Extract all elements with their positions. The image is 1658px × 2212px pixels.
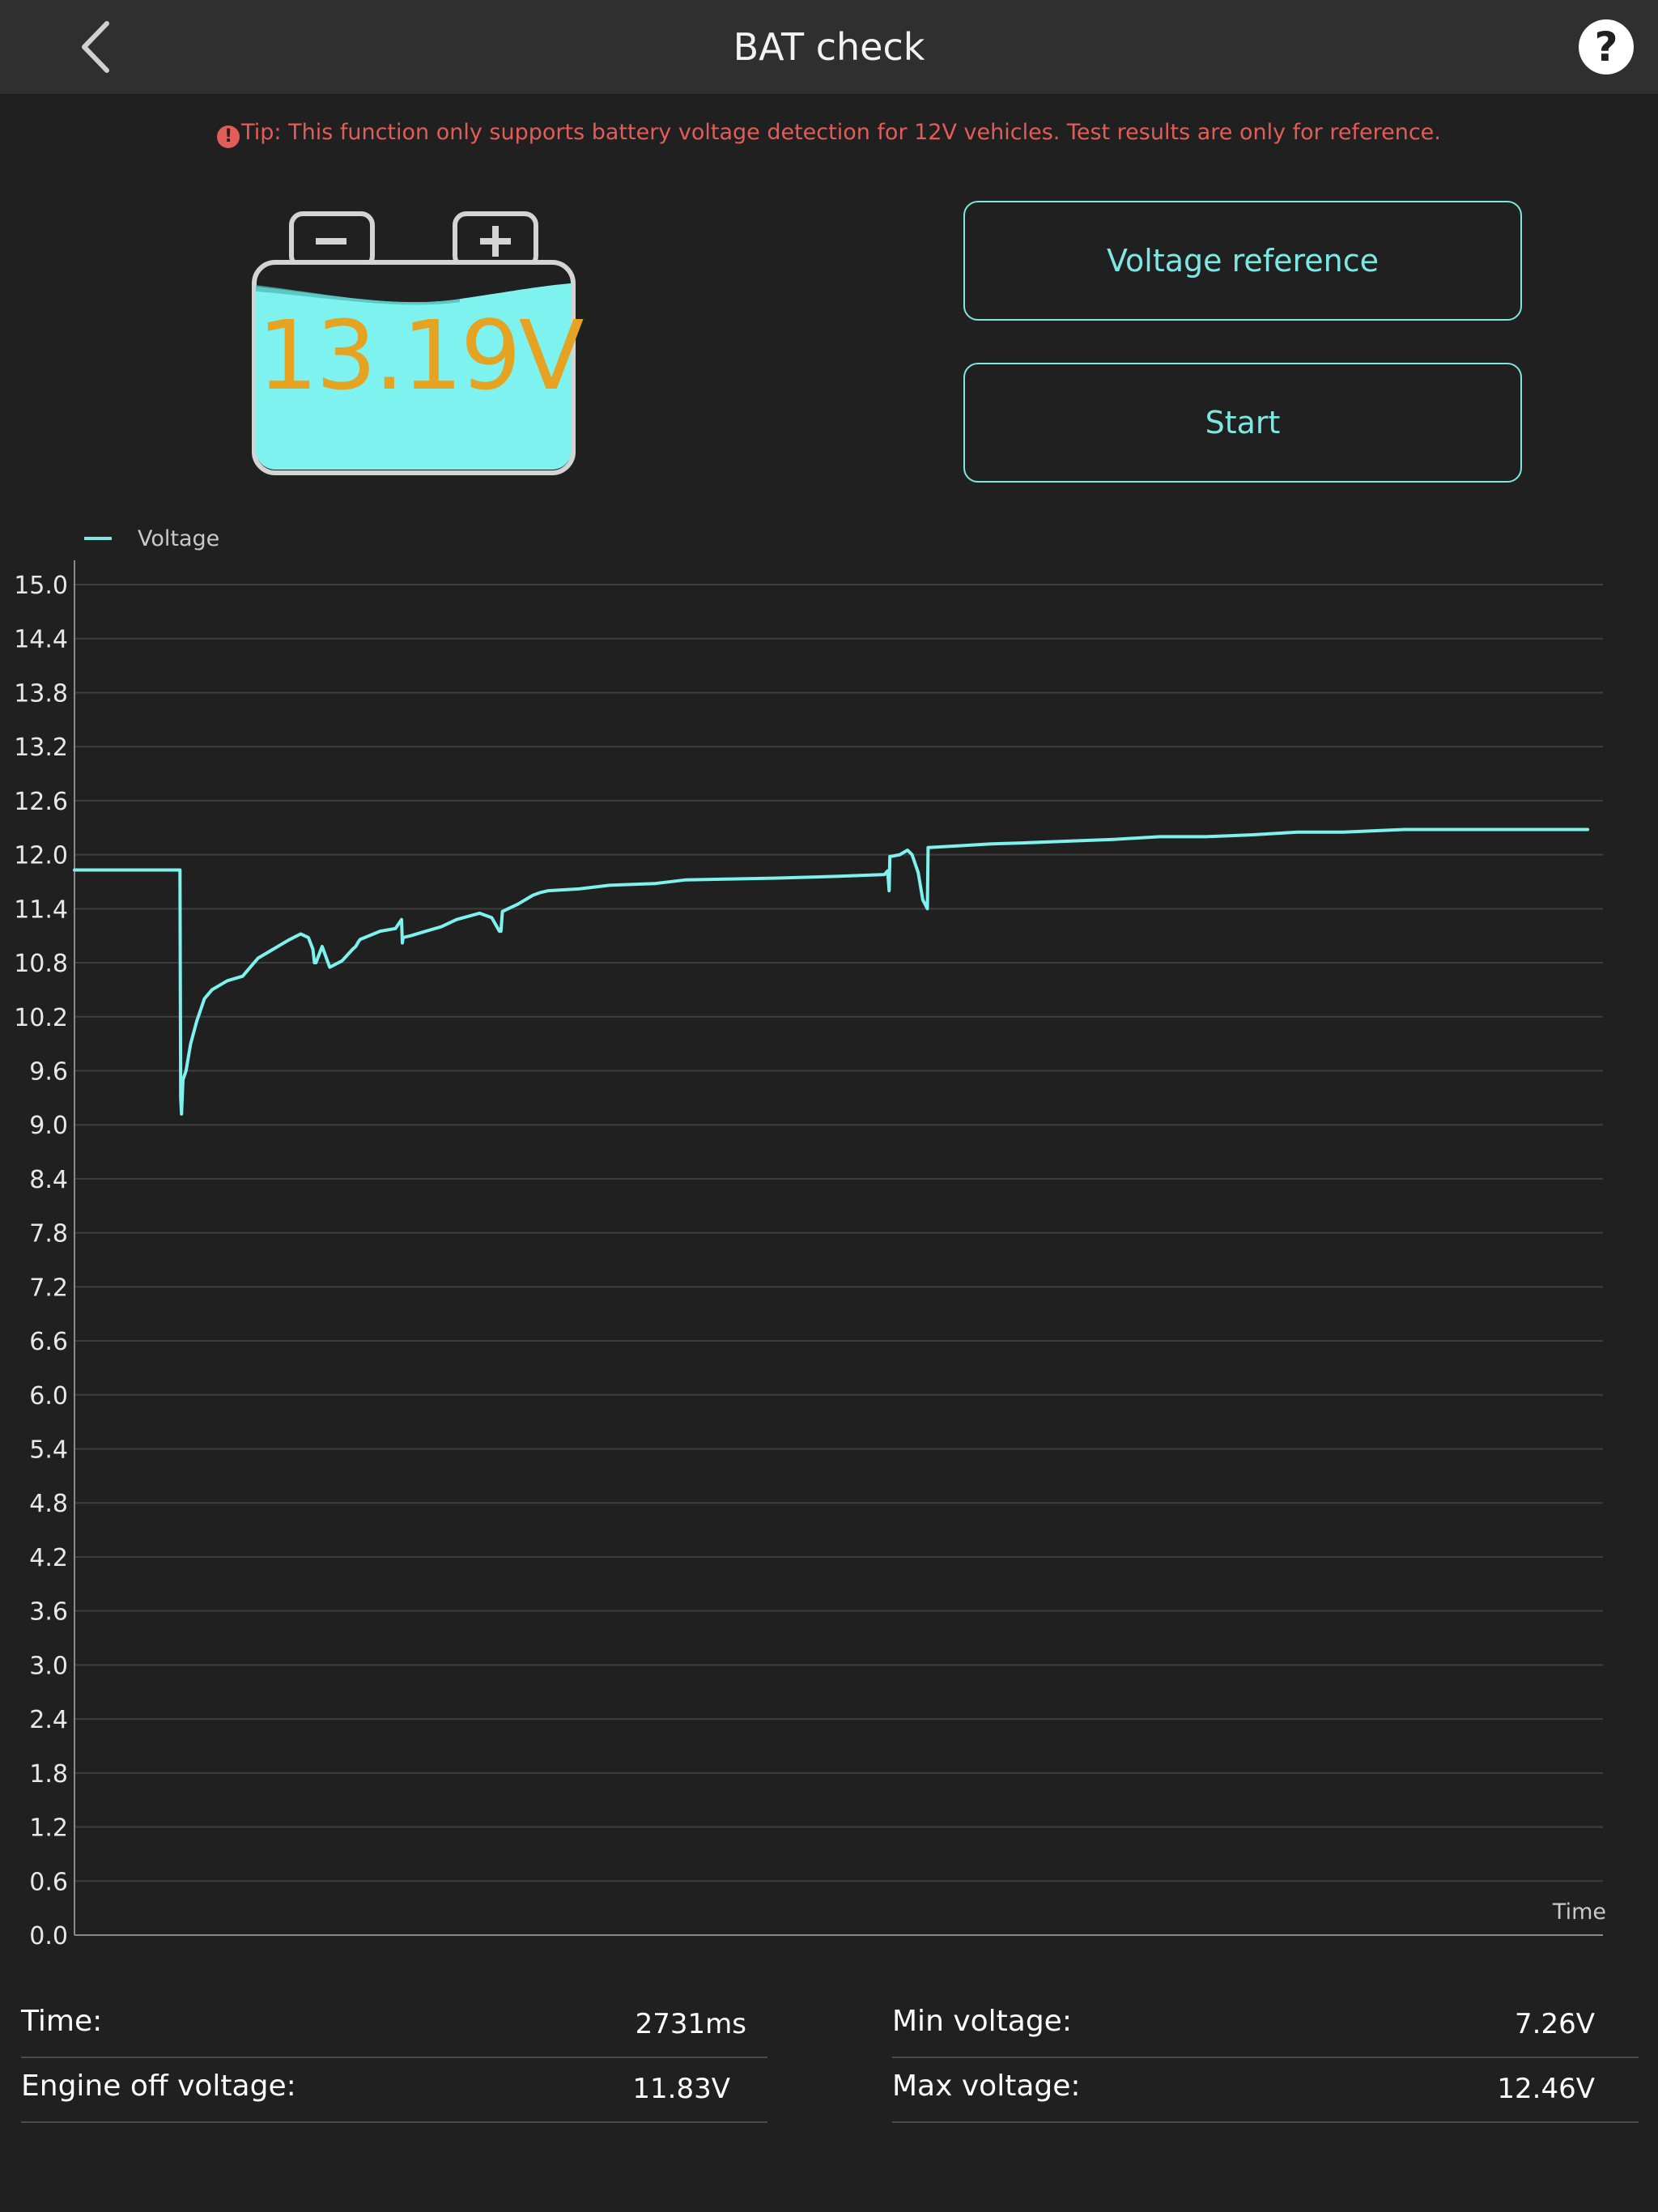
y-tick-label: 12.6 bbox=[14, 788, 68, 816]
alert-icon: ! bbox=[217, 125, 240, 148]
voltage-series-line bbox=[73, 827, 1590, 1116]
question-circle-icon: ? bbox=[1594, 23, 1618, 70]
help-button[interactable]: ? bbox=[1579, 19, 1634, 74]
y-tick-label: 13.2 bbox=[14, 734, 68, 762]
tip-message: ! Tip: This function only supports batter… bbox=[0, 120, 1658, 148]
positive-terminal-icon bbox=[453, 211, 538, 270]
max-voltage-value: 12.46V bbox=[1497, 2073, 1595, 2105]
y-tick-label: 0.0 bbox=[29, 1922, 68, 1950]
y-tick-label: 5.4 bbox=[29, 1436, 68, 1465]
stat-row-max: Max voltage: 12.46V bbox=[892, 2058, 1639, 2123]
y-tick-label: 13.8 bbox=[14, 679, 68, 708]
x-axis-label: Time bbox=[1552, 1899, 1606, 1925]
battery-graphic bbox=[252, 211, 576, 475]
y-tick-label: 10.8 bbox=[14, 950, 68, 978]
y-tick-label: 3.0 bbox=[29, 1652, 68, 1680]
back-button[interactable] bbox=[63, 15, 128, 79]
battery-fill bbox=[256, 283, 572, 470]
y-tick-label: 9.6 bbox=[29, 1057, 68, 1086]
y-tick-label: 10.2 bbox=[14, 1004, 68, 1032]
max-voltage-label: Max voltage: bbox=[892, 2069, 1081, 2103]
tip-text: Tip: This function only supports battery… bbox=[241, 120, 1441, 145]
y-tick-label: 3.6 bbox=[29, 1598, 68, 1627]
top-bar bbox=[0, 0, 1658, 94]
battery-wave bbox=[256, 284, 460, 305]
legend-label: Voltage bbox=[138, 525, 220, 551]
y-tick-label: 2.4 bbox=[29, 1706, 68, 1734]
negative-terminal-icon bbox=[289, 211, 375, 270]
y-tick-label: 4.8 bbox=[29, 1490, 68, 1518]
y-tick-label: 9.0 bbox=[29, 1112, 68, 1140]
engine-off-value: 11.83V bbox=[632, 2073, 730, 2105]
voltage-chart: 0.0 0.6 1.2 1.8 2.4 3.0 3.6 4.2 4.8 5.4 6.0 6.6 7.2 7… bbox=[14, 560, 1606, 1950]
chevron-left-icon bbox=[82, 21, 109, 73]
engine-off-label: Engine off voltage: bbox=[21, 2069, 296, 2103]
y-tick-label: 12.0 bbox=[14, 842, 68, 870]
min-voltage-label: Min voltage: bbox=[892, 2005, 1072, 2038]
y-tick-label: 15.0 bbox=[14, 572, 68, 600]
y-tick-label: 0.6 bbox=[29, 1868, 68, 1896]
stat-row-min: Min voltage: 7.26V bbox=[892, 1993, 1639, 2058]
y-tick-label: 1.8 bbox=[29, 1760, 68, 1789]
time-label: Time: bbox=[21, 2005, 103, 2038]
stat-row-time: Time: 2731ms bbox=[21, 1993, 767, 2058]
y-tick-label: 1.2 bbox=[29, 1814, 68, 1843]
y-tick-label: 7.8 bbox=[29, 1220, 68, 1249]
voltage-reference-button[interactable]: Voltage reference bbox=[963, 201, 1522, 321]
start-button[interactable]: Start bbox=[963, 363, 1522, 483]
battery-voltage-value: 13.19V bbox=[257, 300, 585, 411]
chart-legend: Voltage bbox=[84, 525, 219, 552]
y-tick-label: 6.0 bbox=[29, 1382, 68, 1410]
y-tick-label: 11.4 bbox=[14, 895, 68, 924]
stat-row-engine-off: Engine off voltage: 11.83V bbox=[21, 2058, 767, 2123]
y-tick-label: 7.2 bbox=[29, 1274, 68, 1302]
y-tick-label: 4.2 bbox=[29, 1544, 68, 1572]
min-voltage-value: 7.26V bbox=[1515, 2008, 1595, 2040]
y-tick-label: 8.4 bbox=[29, 1166, 68, 1194]
y-tick-label: 6.6 bbox=[29, 1328, 68, 1356]
y-tick-label: 14.4 bbox=[14, 626, 68, 654]
time-value: 2731ms bbox=[635, 2008, 746, 2040]
legend-swatch bbox=[84, 537, 112, 540]
